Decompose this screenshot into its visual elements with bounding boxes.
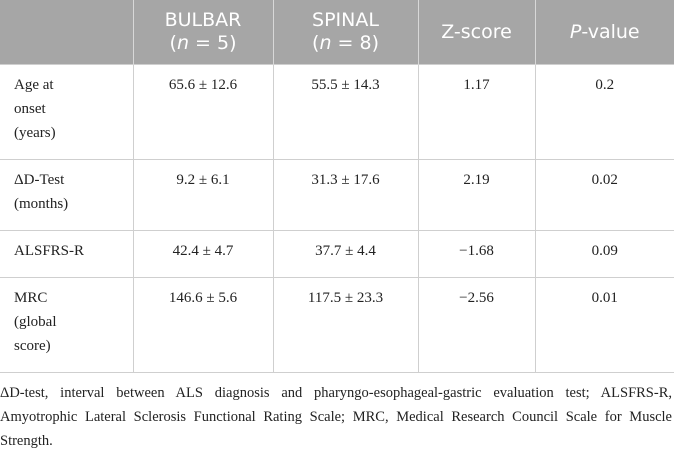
table-row: MRC (global score) 146.6 ± 5.6 117.5 ± 23.3−…	[0, 277, 674, 373]
header-text: = 8)	[331, 32, 379, 54]
table-cell: 2.19	[417, 159, 536, 231]
table-cell: 37.7 ± 4.4	[272, 230, 419, 278]
header-cell: Z-score	[417, 0, 535, 65]
table-row: Age at onset (years) 65.6 ± 12.6 55.5 ± 14.3…	[0, 64, 674, 160]
row-label: ALSFRS-R	[0, 230, 134, 278]
header-cell	[0, 0, 133, 65]
table-cell: −2.56	[417, 277, 536, 373]
header-cell: SPINAL (n = 8)	[272, 0, 418, 65]
header-text: SPINAL	[312, 9, 379, 31]
header-text: = 5)	[188, 32, 237, 54]
header-line: BULBAR	[142, 9, 265, 32]
header-text: BULBAR	[164, 9, 242, 31]
row-label-line: MRC	[14, 290, 48, 306]
row-label: Age at onset (years)	[0, 64, 134, 160]
header-text: P	[569, 20, 582, 43]
row-label-line: ALSFRS-R	[14, 243, 85, 259]
table-cell: 55.5 ± 14.3	[272, 64, 419, 160]
row-label: MRC (global score)	[0, 277, 134, 373]
table-cell: 0.2	[534, 64, 674, 160]
header-text: n	[319, 32, 332, 54]
row-label-line: onset	[14, 101, 46, 117]
table-cell: 1.17	[417, 64, 536, 160]
table-cell: 0.09	[534, 230, 674, 278]
header-cell: P-value	[534, 0, 674, 65]
row-label-line: ΔD-Test	[14, 172, 65, 188]
table-cell: 65.6 ± 12.6	[132, 64, 274, 160]
table-cell: 31.3 ± 17.6	[272, 159, 419, 231]
header-line: SPINAL	[282, 9, 410, 32]
table-body: Age at onset (years) 65.6 ± 12.6 55.5 ± 14.3…	[0, 64, 674, 373]
header-cell: BULBAR (n = 5)	[132, 0, 273, 65]
row-label-line: (years)	[14, 125, 56, 141]
header-line: (n = 5)	[142, 32, 265, 55]
header-text: (	[169, 32, 177, 54]
table-cell: 0.02	[534, 159, 674, 231]
table-cell: 117.5 ± 23.3	[272, 277, 419, 373]
footnote: ΔD-test, interval between ALS diagnosis …	[0, 385, 672, 449]
header-line: (n = 8)	[282, 32, 410, 55]
data-table: BULBAR (n = 5) SPINAL (n = 8) Z-score P-value…	[0, 0, 674, 373]
table-cell: 146.6 ± 5.6	[132, 277, 274, 373]
header-line: Z-score	[427, 21, 527, 44]
row-label: ΔD-Test (months)	[0, 159, 134, 231]
table-cell: 42.4 ± 4.7	[132, 230, 274, 278]
header-line: P-value	[544, 21, 667, 44]
table-row: ΔD-Test (months) 9.2 ± 6.1 31.3 ± 17.6 2.19 0…	[0, 159, 674, 231]
table-row: ALSFRS-R 42.4 ± 4.7 37.7 ± 4.4 −1.68 0.09	[0, 230, 674, 278]
row-label-line: (global	[14, 314, 57, 330]
header-text: (	[312, 32, 320, 54]
table-cell: 9.2 ± 6.1	[132, 159, 274, 231]
header-text: Z-score	[441, 20, 512, 43]
table-cell: −1.68	[417, 230, 536, 278]
row-label-line: score)	[14, 338, 51, 354]
row-label-line: Age at	[14, 77, 54, 93]
row-label-line: (months)	[14, 196, 69, 212]
header-text: -value	[581, 20, 640, 43]
header-text: n	[176, 32, 189, 54]
header-row: BULBAR (n = 5) SPINAL (n = 8) Z-score P-value	[0, 0, 674, 65]
table-cell: 0.01	[534, 277, 674, 373]
